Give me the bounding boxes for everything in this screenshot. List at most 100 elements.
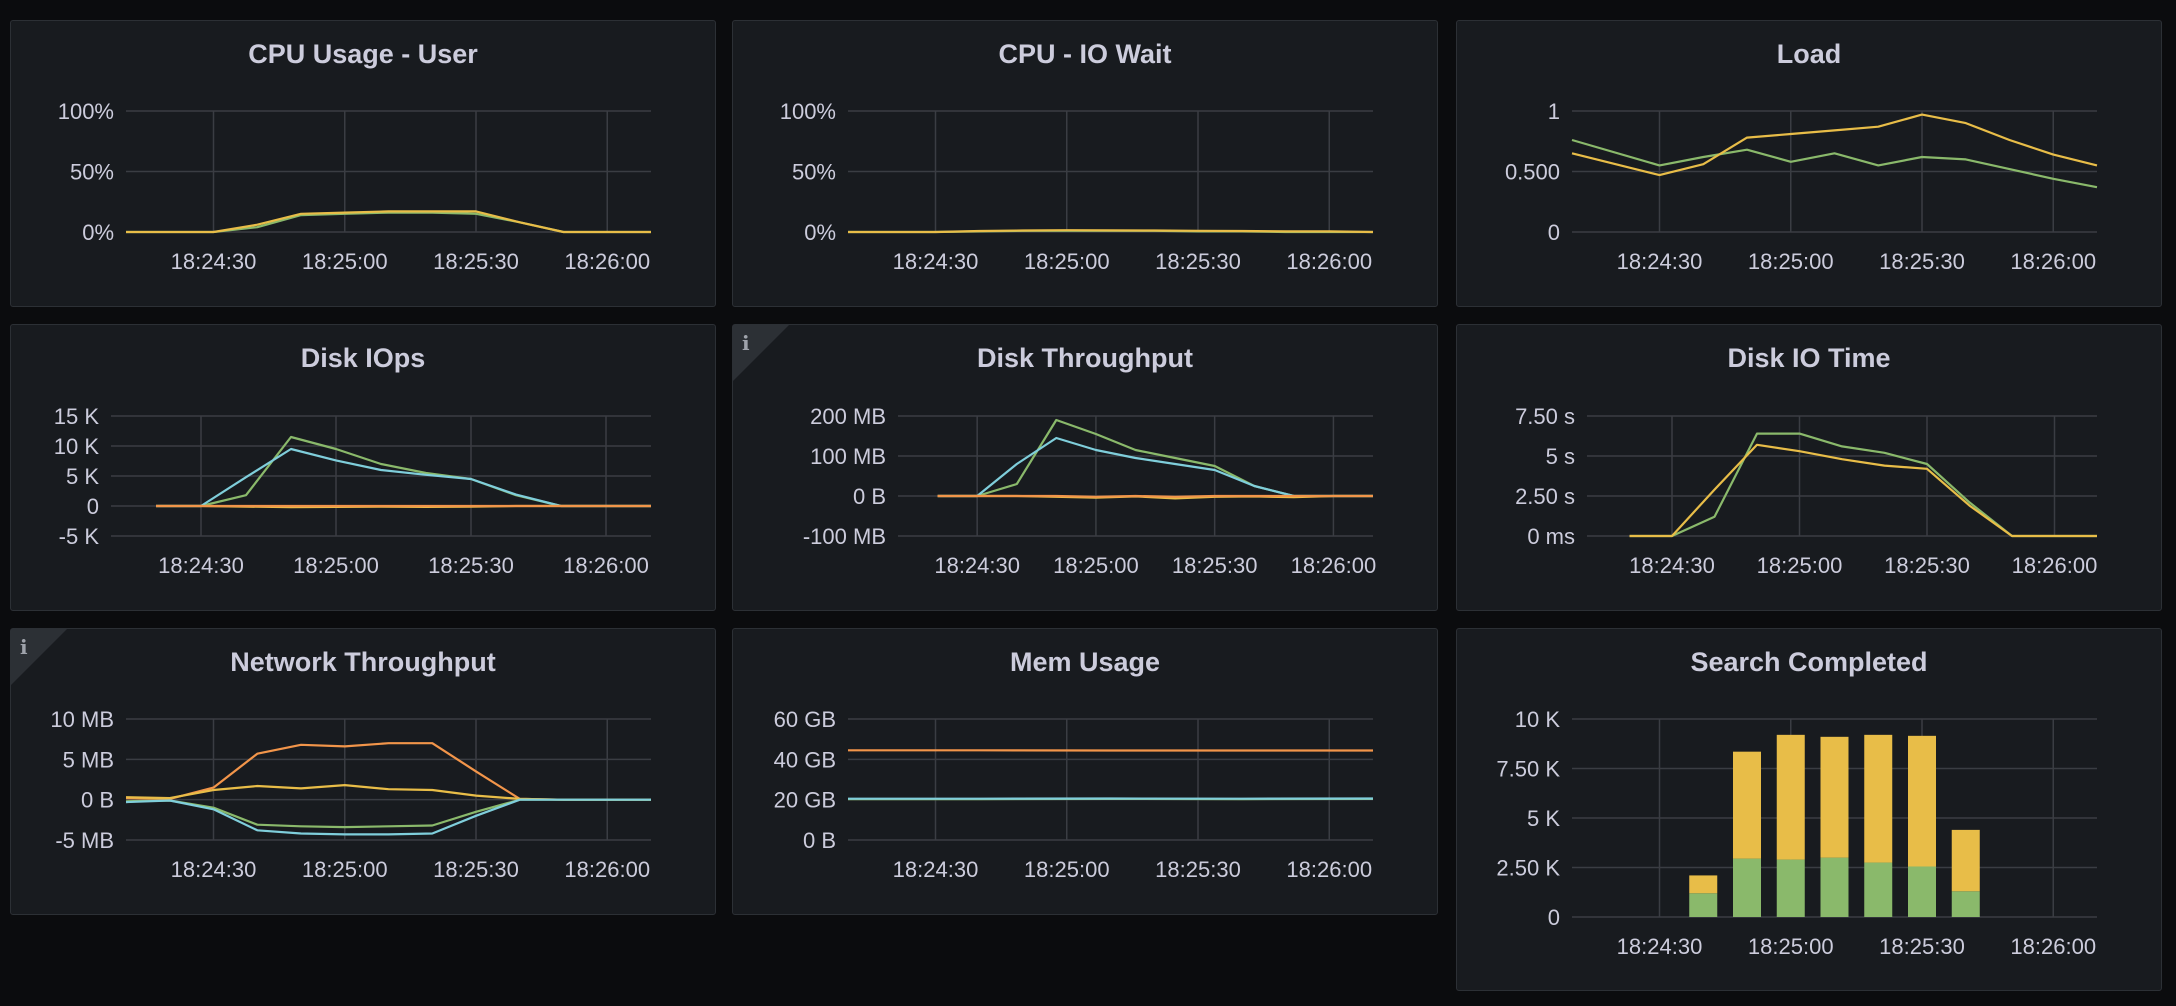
x-tick-label: 18:25:00 (1748, 934, 1834, 959)
grid (1572, 110, 2097, 233)
panel-cpu-usage-user[interactable]: CPU Usage - User 0% 50% 100% 18:24:30 18:25:… (10, 20, 716, 307)
info-icon[interactable]: i (20, 635, 28, 659)
y-tick-label: -5 MB (55, 828, 114, 853)
x-tick-label: 18:26:00 (563, 553, 649, 578)
y-tick-label: 5 s (1546, 444, 1575, 469)
y-tick-label: 0% (82, 220, 114, 245)
y-tick-label: 10 K (54, 434, 100, 459)
cpu-usage-user-chart: 0% 50% 100% 18:24:30 18:25:00 18:25:30 18:26:0… (58, 99, 651, 274)
x-tick-label: 18:25:30 (1155, 249, 1241, 274)
x-tick-label: 18:25:30 (428, 553, 514, 578)
y-tick-label: 10 K (1515, 707, 1561, 732)
x-tick-label: 18:24:30 (1629, 553, 1715, 578)
grid (126, 718, 651, 841)
disk-throughput-chart: -100 MB 0 B 100 MB 200 MB 18:24:30 18:25:00 18… (803, 404, 1376, 578)
info-corner (11, 629, 67, 685)
y-tick-label: 5 K (1527, 806, 1560, 831)
y-tick-label: 60 GB (774, 707, 836, 732)
series-line-yellow (848, 229, 1374, 234)
panel-search-completed[interactable]: Search Completed 0 2.50 K 5 K 7.50 K 10 K 18:… (1456, 628, 2162, 991)
y-tick-label: 0 B (803, 828, 836, 853)
y-tick-label: 7.50 K (1496, 757, 1560, 782)
series-line-green (126, 211, 651, 234)
y-tick-label: 5 K (66, 464, 99, 489)
grid (1587, 415, 2097, 537)
mem-usage-chart: 0 B 20 GB 40 GB 60 GB 18:24:30 18:25:00 18:25:… (774, 707, 1374, 882)
x-tick-label: 18:25:00 (1024, 857, 1110, 882)
y-tick-label: 40 GB (774, 747, 836, 772)
bar-yellow-6 (1951, 829, 1980, 892)
x-tick-label: 18:24:30 (1617, 934, 1703, 959)
grid (898, 415, 1373, 537)
x-tick-label: 18:26:00 (1286, 857, 1372, 882)
x-tick-label: 18:25:30 (433, 857, 519, 882)
panel-disk-throughput[interactable]: i Disk Throughput -100 MB 0 B 100 MB 200 MB… (732, 324, 1438, 611)
grid (848, 718, 1373, 841)
series-line-yellow (126, 210, 651, 234)
y-tick-label: 50% (792, 160, 836, 185)
x-tick-label: 18:25:00 (1748, 249, 1834, 274)
x-tick-label: 18:26:00 (2010, 934, 2096, 959)
series-line-orange (937, 494, 1373, 498)
panel-title: Mem Usage (1009, 647, 1161, 677)
panel-title: CPU - IO Wait (998, 39, 1172, 69)
y-tick-label: 100% (58, 99, 114, 124)
x-tick-label: 18:24:30 (934, 553, 1020, 578)
y-tick-label: 0.500 (1505, 160, 1560, 185)
bar-green-3 (1820, 857, 1849, 917)
x-tick-label: 18:26:00 (2010, 249, 2096, 274)
x-tick-label: 18:25:00 (293, 553, 379, 578)
bar-green-6 (1951, 891, 1980, 917)
series-line-cyan (156, 447, 651, 508)
disk-iops-chart: -5 K 0 5 K 10 K 15 K 18:24:30 18:25:00 18:25:30… (54, 404, 651, 578)
panel-cpu-io-wait[interactable]: CPU - IO Wait 0% 50% 100% 18:24:30 18:25:00 1… (732, 20, 1438, 307)
panel-mem-usage[interactable]: Mem Usage 0 B 20 GB 40 GB 60 GB 18:24:30 18:2… (732, 628, 1438, 915)
x-tick-label: 18:24:30 (893, 249, 979, 274)
series-line-green (125, 798, 651, 829)
info-icon[interactable]: i (742, 331, 750, 355)
y-tick-label: -100 MB (803, 524, 886, 549)
panel-disk-iops[interactable]: Disk IOps -5 K 0 5 K 10 K 15 K 18:24:30 18:25:… (10, 324, 716, 611)
cpu-io-wait-chart: 0% 50% 100% 18:24:30 18:25:00 18:25:30 18:26:0… (780, 99, 1374, 274)
panel-title: Load (1776, 39, 1842, 69)
x-tick-label: 18:24:30 (893, 857, 979, 882)
bar-yellow-4 (1864, 734, 1893, 863)
bar-yellow-1 (1733, 751, 1761, 859)
bar-yellow-3 (1820, 736, 1849, 858)
disk-io-time-chart: 0 ms 2.50 s 5 s 7.50 s 18:24:30 18:25:00 18:25… (1515, 404, 2097, 578)
panel-title: Disk Throughput (977, 343, 1193, 373)
panel-load[interactable]: Load 0 0.500 1 18:24:30 18:25:00 18:25:30 18:2… (1456, 20, 2162, 307)
y-tick-label: 0 B (853, 484, 886, 509)
x-tick-label: 18:25:30 (1172, 553, 1258, 578)
panel-title: CPU Usage - User (248, 39, 478, 69)
grid (126, 110, 651, 233)
bar-green-5 (1908, 866, 1936, 917)
y-tick-label: 5 MB (63, 747, 114, 772)
panel-disk-io-time[interactable]: Disk IO Time 0 ms 2.50 s 5 s 7.50 s 18:24:30… (1456, 324, 2162, 611)
bar-green-0 (1689, 893, 1718, 917)
y-tick-label: 2.50 K (1496, 856, 1560, 881)
y-tick-label: 10 MB (50, 707, 114, 732)
panel-title: Disk IOps (300, 343, 426, 373)
y-tick-label: 0 ms (1527, 524, 1575, 549)
x-tick-label: 18:26:00 (564, 857, 650, 882)
panel-title: Disk IO Time (1727, 343, 1891, 373)
grid (111, 415, 651, 537)
info-corner (733, 325, 789, 381)
x-tick-label: 18:25:00 (1024, 249, 1110, 274)
bar-yellow-2 (1776, 734, 1805, 860)
x-tick-label: 18:24:30 (171, 249, 257, 274)
y-tick-label: 0 (87, 494, 99, 519)
y-tick-label: 100 MB (810, 444, 886, 469)
panel-network-throughput[interactable]: i Network Throughput -5 MB 0 B 5 MB 10 MB 18… (10, 628, 716, 915)
x-tick-label: 18:25:00 (302, 249, 388, 274)
y-tick-label: 200 MB (810, 404, 886, 429)
x-tick-label: 18:25:00 (1053, 553, 1139, 578)
x-tick-label: 18:25:00 (302, 857, 388, 882)
y-tick-label: 50% (70, 160, 114, 185)
x-tick-label: 18:25:30 (1155, 857, 1241, 882)
search-completed-chart: 0 2.50 K 5 K 7.50 K 10 K 18:24:30 18:25:00 18:2… (1496, 707, 2097, 959)
y-tick-label: 7.50 s (1515, 404, 1575, 429)
series-line-yellow (125, 784, 651, 801)
panel-title: Network Throughput (230, 647, 496, 677)
